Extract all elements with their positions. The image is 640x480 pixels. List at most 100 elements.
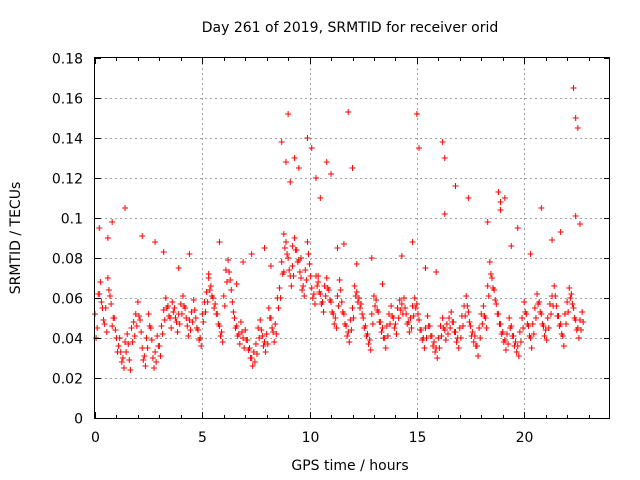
data-point xyxy=(240,259,247,265)
x-tick-label: 5 xyxy=(198,430,207,446)
data-point xyxy=(174,329,181,335)
data-point xyxy=(464,303,471,309)
data-point xyxy=(487,271,494,277)
data-point xyxy=(350,315,357,321)
data-point xyxy=(485,293,492,299)
data-point xyxy=(266,315,273,321)
data-point xyxy=(307,273,314,279)
data-point xyxy=(172,315,179,321)
data-point xyxy=(300,283,307,289)
data-point xyxy=(424,313,431,319)
data-point xyxy=(370,293,377,299)
x-tick-label: 20 xyxy=(516,430,534,446)
data-point xyxy=(494,311,501,317)
data-point xyxy=(547,311,554,317)
data-point xyxy=(517,339,524,345)
data-point xyxy=(260,343,267,349)
data-point xyxy=(522,309,529,315)
data-point xyxy=(382,345,389,351)
data-point xyxy=(346,339,353,345)
data-point xyxy=(152,239,159,245)
data-point xyxy=(286,267,293,273)
data-point xyxy=(301,293,308,299)
data-point xyxy=(357,305,364,311)
data-point xyxy=(321,283,328,289)
data-point xyxy=(287,179,294,185)
data-point xyxy=(407,315,414,321)
data-point xyxy=(171,305,178,311)
data-point xyxy=(162,295,169,301)
data-point xyxy=(258,327,265,333)
data-point xyxy=(290,273,297,279)
data-point xyxy=(163,305,170,311)
data-point xyxy=(216,239,223,245)
data-point xyxy=(460,323,467,329)
data-point xyxy=(413,301,420,307)
data-point xyxy=(236,341,243,347)
data-point xyxy=(373,297,380,303)
data-point xyxy=(524,321,531,327)
data-point xyxy=(431,339,438,345)
data-point xyxy=(124,331,131,337)
data-point xyxy=(204,299,211,305)
data-point xyxy=(320,309,327,315)
data-point xyxy=(372,303,379,309)
data-point xyxy=(468,333,475,339)
y-tick-label: 0.06 xyxy=(52,292,83,308)
data-point xyxy=(139,233,146,239)
data-point xyxy=(122,205,129,211)
data-point xyxy=(314,283,321,289)
data-point xyxy=(349,165,356,171)
data-point xyxy=(127,367,134,373)
data-point xyxy=(335,303,342,309)
data-point xyxy=(506,315,513,321)
data-point xyxy=(249,363,256,369)
data-point xyxy=(395,315,402,321)
data-point xyxy=(455,345,462,351)
data-point xyxy=(234,333,241,339)
data-point xyxy=(259,333,266,339)
x-tick-label: 0 xyxy=(91,430,100,446)
data-point xyxy=(315,273,322,279)
data-point xyxy=(538,205,545,211)
data-point xyxy=(207,283,214,289)
data-point xyxy=(361,325,368,331)
data-point xyxy=(140,357,147,363)
data-point xyxy=(99,305,106,311)
data-point xyxy=(208,293,215,299)
data-point xyxy=(323,159,330,165)
data-point xyxy=(340,241,347,247)
data-point xyxy=(309,295,316,301)
data-point xyxy=(223,279,230,285)
data-point xyxy=(129,339,136,345)
data-point xyxy=(391,325,398,331)
data-point xyxy=(408,325,415,331)
data-point xyxy=(478,311,485,317)
data-point xyxy=(406,329,413,335)
data-point xyxy=(399,311,406,317)
data-point xyxy=(141,353,148,359)
data-point xyxy=(313,175,320,181)
data-point xyxy=(189,319,196,325)
data-point xyxy=(568,291,575,297)
data-point xyxy=(120,365,127,371)
data-point xyxy=(385,311,392,317)
data-point xyxy=(178,311,185,317)
data-point xyxy=(580,319,587,325)
data-point xyxy=(566,285,573,291)
data-point xyxy=(112,327,119,333)
data-point xyxy=(337,287,344,293)
data-point xyxy=(109,323,116,329)
data-point xyxy=(579,309,586,315)
data-point xyxy=(285,255,292,261)
data-point xyxy=(542,327,549,333)
data-point xyxy=(443,321,450,327)
data-point xyxy=(462,313,469,319)
data-point xyxy=(107,293,114,299)
y-tick-label: 0.16 xyxy=(52,92,83,108)
data-point xyxy=(292,247,299,253)
data-point xyxy=(484,283,491,289)
data-point xyxy=(152,349,159,355)
grid-lines xyxy=(95,58,610,418)
data-point xyxy=(139,345,146,351)
